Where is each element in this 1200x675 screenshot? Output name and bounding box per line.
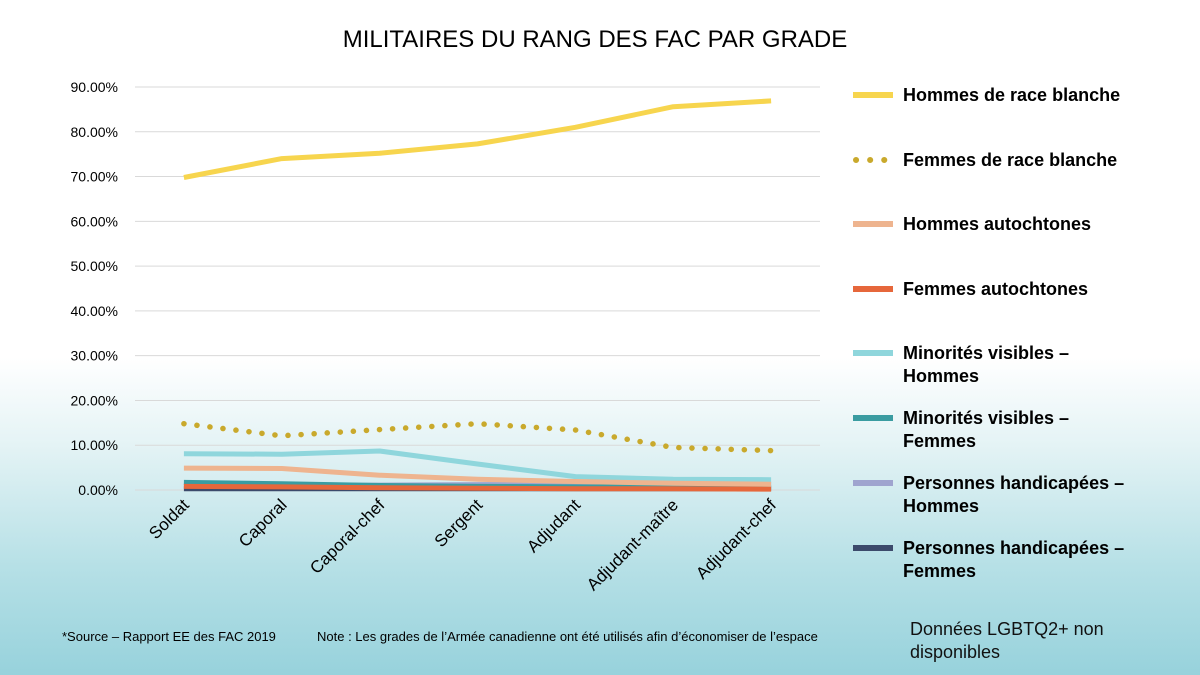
series-line — [183, 448, 772, 483]
legend-label: Femmes autochtones — [903, 279, 1088, 299]
y-tick-label: 60.00% — [71, 213, 118, 229]
series-line — [183, 98, 772, 180]
y-axis-tick-labels: 0.00% 10.00% 20.00% 30.00% 40.00% 50.00% 60.00… — [71, 79, 118, 498]
x-tick-label: Soldat — [145, 495, 193, 543]
source-note: *Source – Rapport EE des FAC 2019 — [62, 629, 276, 644]
series-line — [183, 483, 772, 492]
legend-label: Personnes handicapées – Hommes — [903, 473, 1124, 516]
grid-lines — [135, 86, 820, 491]
legend-label: Minorités visibles – Hommes — [903, 343, 1069, 386]
y-tick-label: 40.00% — [71, 303, 118, 319]
legend-label: Minorités visibles – Femmes — [903, 408, 1069, 451]
series-line — [181, 420, 774, 454]
series-lines — [181, 98, 774, 492]
grade-note: Note : Les grades de l’Armée canadienne … — [317, 629, 818, 644]
y-tick-label: 30.00% — [71, 348, 118, 364]
lgbtq-note-line-1: Données LGBTQ2+ non — [910, 619, 1104, 639]
y-tick-label: 0.00% — [78, 482, 118, 498]
legend-label: Femmes de race blanche — [903, 150, 1117, 170]
x-tick-label: Adjudant-maître — [583, 495, 682, 594]
legend: Hommes de race blanche Femmes de race bla… — [853, 85, 1124, 581]
y-tick-label: 20.00% — [71, 392, 118, 408]
y-tick-label: 90.00% — [71, 79, 118, 95]
y-tick-label: 70.00% — [71, 169, 118, 185]
x-axis-tick-labels: Soldat Caporal Caporal-chef Sergent Adjudant… — [145, 495, 780, 594]
legend-label: Hommes autochtones — [903, 214, 1091, 234]
chart-title: MILITAIRES DU RANG DES FAC PAR GRADE — [343, 26, 848, 53]
x-tick-label: Caporal — [235, 495, 291, 551]
lgbtq-note: Données LGBTQ2+ non disponibles — [910, 618, 1160, 664]
x-tick-label: Adjudant-chef — [692, 495, 780, 583]
y-tick-label: 50.00% — [71, 258, 118, 274]
legend-label: Hommes de race blanche — [903, 85, 1120, 105]
legend-label: Personnes handicapées – Femmes — [903, 538, 1124, 581]
x-tick-label: Caporal-chef — [306, 495, 388, 577]
lgbtq-note-line-2: disponibles — [910, 642, 1001, 662]
x-tick-label: Adjudant — [523, 495, 584, 556]
y-tick-label: 10.00% — [71, 437, 118, 453]
series-line — [183, 465, 772, 487]
y-tick-label: 80.00% — [71, 124, 118, 140]
x-tick-label: Sergent — [431, 495, 487, 551]
